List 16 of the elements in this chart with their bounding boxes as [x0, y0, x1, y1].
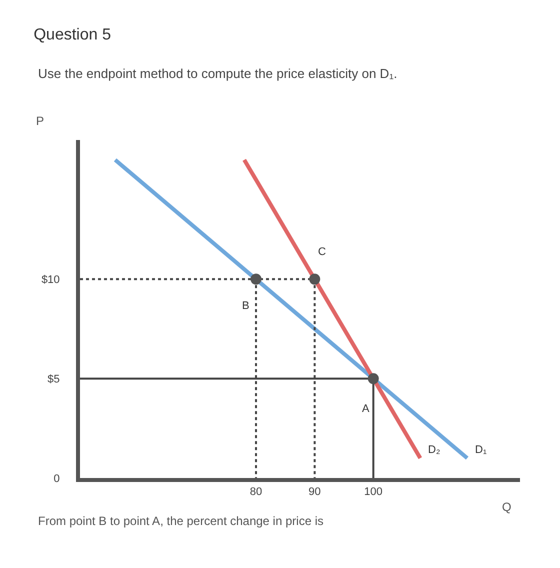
- text: From point B to point A, the percent change in price is: [38, 514, 324, 528]
- y-axis-title: P: [36, 114, 44, 128]
- chart-title: Question 5: [34, 26, 112, 44]
- x-axis-title: Q: [502, 500, 512, 514]
- annotation: B: [242, 300, 250, 312]
- annotation: C: [318, 246, 326, 258]
- x-tick-label: 100: [364, 486, 383, 498]
- y-tick-label: $5: [48, 373, 60, 386]
- y-tick-label: $10: [41, 274, 60, 286]
- series-label: D₂: [428, 444, 440, 456]
- y-tick-label: 0: [54, 472, 60, 485]
- annotation: A: [362, 403, 370, 415]
- series-label: D₁: [475, 444, 487, 456]
- x-tick-label: 90: [308, 486, 321, 498]
- x-tick-label: 80: [250, 486, 262, 498]
- chart-subtitle: Use the endpoint method to compute the price elasticity on D₁.: [38, 66, 398, 81]
